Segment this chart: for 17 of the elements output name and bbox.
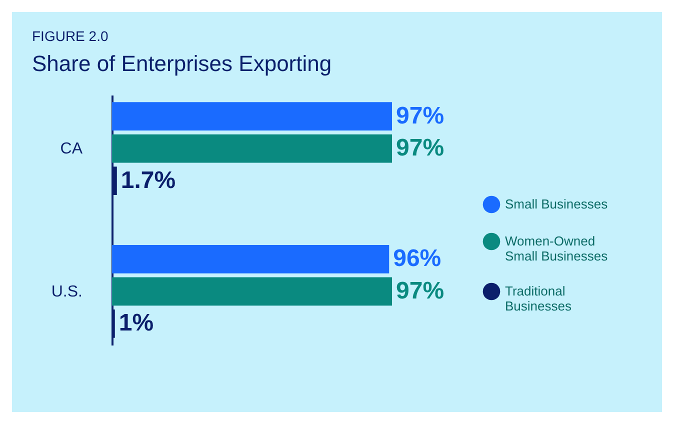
bar <box>112 102 392 131</box>
legend-label: Women-Owned Small Businesses <box>505 234 608 264</box>
data-label: 1.7% <box>120 166 176 194</box>
y-tick-label: CA <box>60 140 83 158</box>
bar <box>112 245 390 274</box>
y-tick-label: U.S. <box>51 283 82 300</box>
data-label: 97% <box>396 102 444 130</box>
legend-label: Small Businesses <box>505 196 608 212</box>
bar <box>112 277 392 306</box>
data-label: 96% <box>393 245 442 272</box>
data-label: 97% <box>396 134 444 162</box>
legend-label: Traditional Businesses <box>505 284 572 314</box>
bar <box>112 134 392 163</box>
chart-title: FIGURE 2.0 <box>32 28 108 44</box>
data-label: 1% <box>118 310 154 337</box>
data-label: 97% <box>396 277 444 304</box>
chart-subtitle: Share of Enterprises Exporting <box>32 51 332 76</box>
